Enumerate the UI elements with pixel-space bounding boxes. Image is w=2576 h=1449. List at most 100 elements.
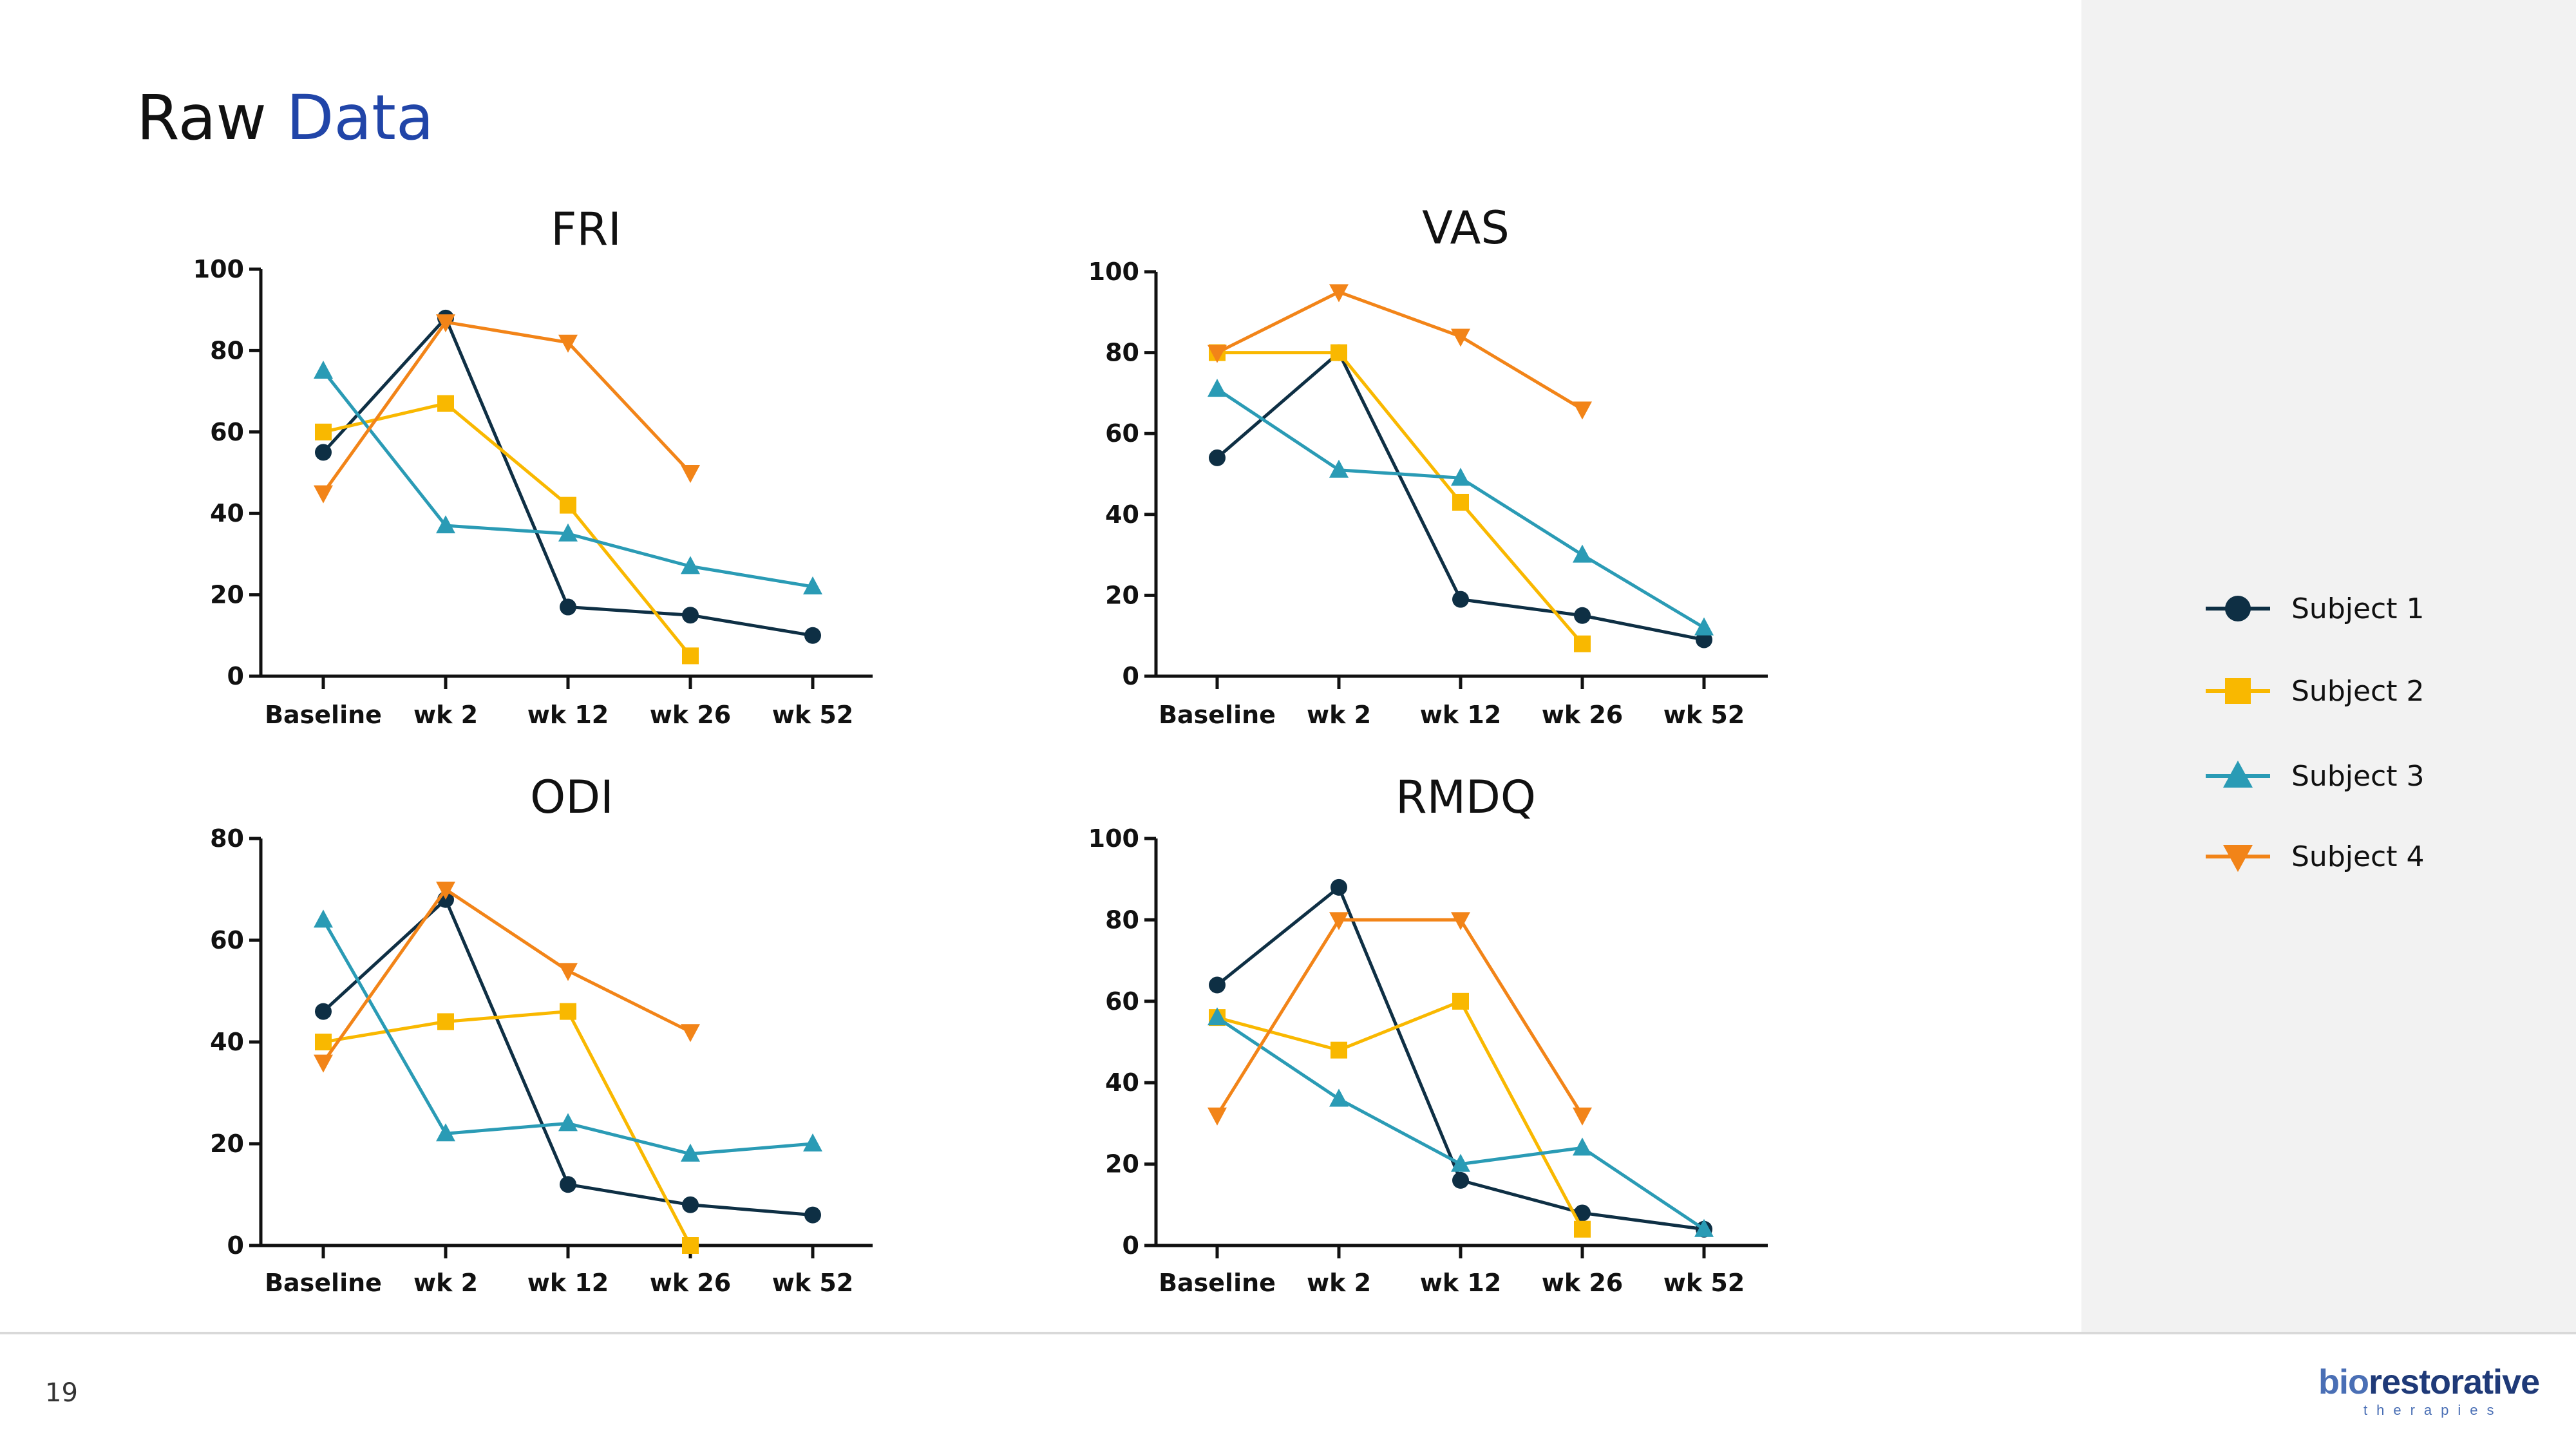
data-point-odi-subject-2: [560, 1003, 576, 1020]
series-line-rmdq-subject-4: [1215, 918, 1584, 1117]
y-tick-label-odi: 80: [210, 824, 244, 853]
y-tick-label-vas: 40: [1105, 500, 1139, 529]
y-tick-label-vas: 60: [1105, 419, 1139, 448]
chart-rmdq: RMDQ 0 20 40 60 80 100 Baseline wk 2 wk 12 wk 26 wk…: [1088, 771, 1768, 1297]
y-tick-label-odi: 60: [210, 926, 244, 954]
data-point-rmdq-subject-3: [1208, 1007, 1227, 1026]
series-line-rmdq-subject-2: [1217, 999, 1584, 1230]
data-point-odi-subject-4: [681, 1024, 700, 1043]
series-rmdq-subject-4: [1208, 912, 1592, 1126]
y-tick-label-fri: 20: [210, 581, 244, 609]
series-fri-subject-4: [314, 314, 700, 504]
data-point-vas-subject-3: [1694, 617, 1714, 636]
data-point-odi-subject-4: [436, 882, 455, 900]
y-tick-label-rmdq: 100: [1088, 824, 1139, 853]
legend-label-subject-1: Subject 1: [2291, 592, 2424, 625]
data-point-rmdq-subject-4: [1208, 1107, 1227, 1126]
data-point-vas-subject-2: [1574, 635, 1591, 652]
legend-marker-subject-4: [2223, 845, 2253, 872]
data-point-fri-subject-4: [436, 314, 455, 333]
data-point-vas-subject-3: [1329, 459, 1349, 478]
series-line-fri-subject-4: [321, 320, 692, 495]
y-tick-label-fri: 60: [210, 418, 244, 446]
y-tick-label-odi: 40: [210, 1028, 244, 1056]
data-point-vas-subject-2: [1331, 344, 1347, 361]
series-vas-subject-4: [1208, 284, 1592, 420]
data-point-odi-subject-1: [560, 1176, 576, 1193]
legend-marker-subject-3: [2223, 761, 2253, 788]
data-point-rmdq-subject-4: [1573, 1107, 1592, 1126]
legend-item-subject-2: Subject 2: [2206, 675, 2424, 708]
y-tick-label-rmdq: 80: [1105, 905, 1139, 934]
y-tick-label-fri: 40: [210, 499, 244, 527]
x-tick-label-rmdq: wk 52: [1663, 1269, 1745, 1297]
y-tick-label-rmdq: 60: [1105, 987, 1139, 1016]
company-logo: biorestorative therapies: [2318, 1356, 2540, 1426]
series-line-fri-subject-1: [322, 316, 813, 638]
logo-text-bio: bio: [2318, 1363, 2369, 1401]
y-tick-label-vas: 80: [1105, 339, 1139, 367]
series-fri-subject-3: [314, 361, 822, 594]
series-line-odi-subject-1: [322, 898, 813, 1217]
legend-item-subject-1: Subject 1: [2206, 592, 2424, 625]
data-point-rmdq-subject-3: [1694, 1218, 1714, 1237]
data-point-odi-subject-4: [558, 963, 578, 981]
chart-odi: ODI 0 20 40 60 80 Baseline wk 2 wk 12 wk 26 wk 52: [210, 771, 873, 1297]
data-point-fri-subject-3: [558, 523, 578, 542]
slide-title-prefix: Raw: [137, 82, 287, 154]
footer-divider: [0, 1332, 2576, 1334]
x-tick-label-vas: wk 52: [1663, 701, 1745, 729]
slide-title-accent: Data: [286, 82, 434, 154]
series-vas-subject-3: [1208, 379, 1714, 636]
series-odi-subject-4: [314, 882, 700, 1073]
data-point-fri-subject-3: [314, 361, 333, 379]
series-line-vas-subject-4: [1216, 290, 1584, 411]
series-line-odi-subject-2: [323, 1010, 692, 1247]
data-point-fri-subject-4: [314, 485, 333, 504]
data-point-fri-subject-3: [803, 576, 822, 594]
data-point-fri-subject-3: [681, 556, 700, 574]
logo-text-therapies: therapies: [2363, 1402, 2503, 1418]
series-odi-subject-2: [315, 1003, 699, 1254]
legend-label-subject-2: Subject 2: [2291, 675, 2424, 708]
series-line-rmdq-subject-3: [1216, 1016, 1705, 1231]
data-point-fri-subject-3: [436, 515, 455, 534]
legend-side-panel: [2081, 0, 2576, 1333]
series-line-odi-subject-4: [321, 887, 692, 1064]
x-tick-label-vas: Baseline: [1159, 701, 1276, 729]
series-fri-subject-1: [315, 309, 821, 644]
series-line-vas-subject-2: [1217, 351, 1584, 645]
data-point-fri-subject-1: [315, 444, 332, 461]
page-number: 19: [45, 1378, 78, 1408]
data-point-rmdq-subject-2: [1331, 1041, 1347, 1059]
data-point-vas-subject-1: [1452, 591, 1469, 608]
x-tick-label-fri: wk 2: [413, 701, 478, 729]
y-tick-label-fri: 0: [227, 662, 244, 690]
data-point-odi-subject-4: [314, 1054, 333, 1073]
y-tick-label-vas: 100: [1088, 258, 1139, 286]
x-tick-label-odi: Baseline: [265, 1269, 382, 1297]
chart-title-rmdq: RMDQ: [1396, 771, 1536, 824]
chart-legend: Subject 1 Subject 2 Subject 3 Subject 4: [2206, 592, 2424, 873]
y-tick-label-rmdq: 20: [1105, 1150, 1139, 1179]
x-tick-label-vas: wk 2: [1307, 701, 1371, 729]
series-vas-subject-2: [1209, 344, 1591, 652]
series-line-fri-subject-3: [322, 370, 813, 589]
data-point-rmdq-subject-3: [1451, 1153, 1470, 1172]
y-tick-label-rmdq: 0: [1122, 1231, 1139, 1260]
series-odi-subject-3: [314, 909, 822, 1162]
data-point-odi-subject-2: [682, 1237, 699, 1254]
data-point-odi-subject-3: [436, 1123, 455, 1142]
x-tick-label-fri: wk 52: [772, 701, 854, 729]
data-point-fri-subject-2: [682, 647, 699, 665]
legend-label-subject-4: Subject 4: [2291, 840, 2424, 873]
data-point-rmdq-subject-3: [1573, 1137, 1592, 1156]
series-odi-subject-1: [315, 891, 821, 1224]
x-tick-label-odi: wk 26: [650, 1269, 732, 1297]
data-point-vas-subject-1: [1696, 631, 1712, 649]
data-point-rmdq-subject-1: [1209, 976, 1226, 994]
chart-fri: FRI 0 20 40 60 80 100 Baseline wk 2 wk 12 wk 26 wk …: [193, 203, 873, 729]
x-tick-label-rmdq: wk 12: [1420, 1269, 1502, 1297]
logo-text-restorative: restorative: [2368, 1363, 2540, 1401]
data-point-odi-subject-3: [803, 1133, 822, 1151]
